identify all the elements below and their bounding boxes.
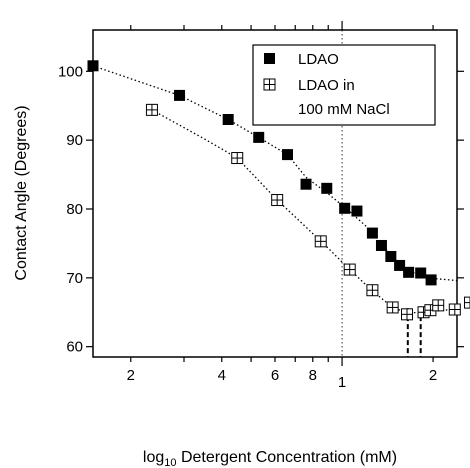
x-tick-label: 4 <box>218 367 226 384</box>
legend: LDAO LDAO in 100 mM NaCl <box>252 44 436 126</box>
data-point-ldao <box>415 267 427 279</box>
data-point-ldao <box>222 113 234 125</box>
legend-marker-ldao <box>264 53 275 64</box>
data-point-ldao <box>174 89 186 101</box>
reference-lines <box>341 30 343 357</box>
data-point-ldao-nacl <box>386 301 399 314</box>
data-point-ldao <box>375 239 387 251</box>
x-tick-label: 2 <box>429 367 437 384</box>
y-axis-title: Contact Angle (Degrees) <box>13 105 30 280</box>
data-point-ldao <box>321 182 333 194</box>
y-axis: 60 70 80 90 100 <box>58 63 464 356</box>
x-axis-title-subscript: 10 <box>164 457 176 468</box>
legend-label-ldao-nacl-line2: 100 mM NaCl <box>298 101 390 118</box>
y-tick-label: 80 <box>66 201 83 218</box>
legend-label-ldao: LDAO <box>298 51 339 68</box>
x-axis-title: log10 Detergent Concentration (mM) <box>143 449 397 468</box>
fit-curve-1 <box>151 109 457 314</box>
data-point-ldao <box>282 149 294 161</box>
x-axis: 246812468102 <box>127 21 437 391</box>
x-axis-title-rest: Detergent Concentration (mM) <box>177 449 398 466</box>
x-tick-label: 6 <box>271 367 279 384</box>
x-axis-title-log: log <box>143 449 164 466</box>
y-tick-label: 60 <box>66 339 83 356</box>
data-point-ldao-nacl <box>343 263 356 276</box>
data-point-ldao <box>403 266 415 278</box>
data-point-ldao <box>87 60 99 72</box>
data-point-ldao-nacl <box>145 103 158 116</box>
data-point-ldao-nacl <box>401 308 414 321</box>
data-point-ldao <box>385 250 397 262</box>
x-tick-label: 1 <box>338 374 346 391</box>
data-point-ldao <box>339 202 351 214</box>
y-tick-label: 90 <box>66 132 83 149</box>
data-point-ldao-nacl <box>314 235 327 248</box>
legend-label-ldao-nacl-line1: LDAO in <box>298 77 355 94</box>
legend-box <box>252 44 436 126</box>
data-point-ldao-nacl <box>231 152 244 165</box>
y-tick-label: 70 <box>66 270 83 287</box>
data-point-ldao <box>351 205 363 217</box>
data-point-ldao <box>425 274 437 286</box>
data-point-ldao-nacl <box>271 194 284 207</box>
data-points <box>87 60 470 321</box>
data-point-ldao <box>300 178 312 190</box>
data-point-ldao <box>366 227 378 239</box>
data-point-ldao-nacl <box>464 296 470 309</box>
legend-marker-ldao-nacl <box>263 78 276 91</box>
x-tick-label: 8 <box>309 367 317 384</box>
data-point-ldao <box>253 131 265 143</box>
data-point-ldao <box>394 259 406 271</box>
data-point-ldao-nacl <box>432 299 445 312</box>
data-point-ldao-nacl <box>366 284 379 297</box>
y-tick-label: 100 <box>58 63 83 80</box>
data-point-ldao-nacl <box>448 303 461 316</box>
x-tick-label: 2 <box>127 367 135 384</box>
